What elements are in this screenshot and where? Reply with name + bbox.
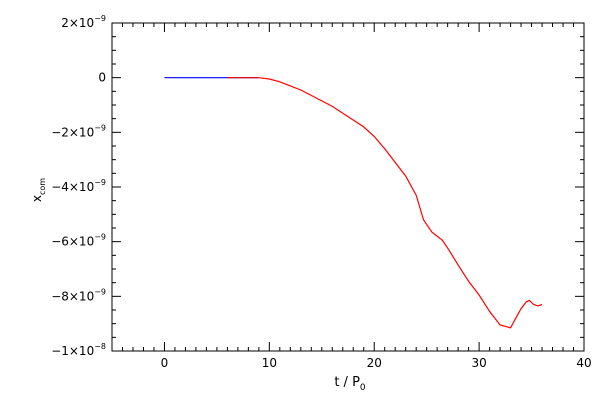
y-axis-label: xcom: [30, 178, 47, 202]
axis-ticks: [111, 22, 585, 352]
tick-labels: 0 10 20 30 40 2×10−9 0 −2×10−9 −4×10−9 −6×10−9 −8×…: [51, 14, 591, 370]
series-line-2: [227, 77, 543, 329]
x-axis-label: t / P0: [334, 375, 366, 393]
x-tick-label: 20: [367, 356, 382, 370]
y-tick-label: −8×10−9: [51, 287, 106, 303]
x-tick-label: 30: [471, 356, 486, 370]
y-tick-label: −1×10−8: [51, 342, 106, 358]
series-lines: [164, 77, 543, 329]
y-tick-label: −2×10−9: [51, 123, 106, 139]
x-tick-label: 40: [576, 356, 591, 370]
y-tick-label: −6×10−9: [51, 233, 106, 249]
y-tick-label: 2×10−9: [61, 14, 106, 30]
y-tick-label: −4×10−9: [51, 178, 106, 194]
plot-frame: [111, 22, 585, 352]
x-tick-label: 0: [161, 356, 169, 370]
y-tick-label: 0: [98, 71, 106, 85]
x-tick-label: 10: [262, 356, 277, 370]
